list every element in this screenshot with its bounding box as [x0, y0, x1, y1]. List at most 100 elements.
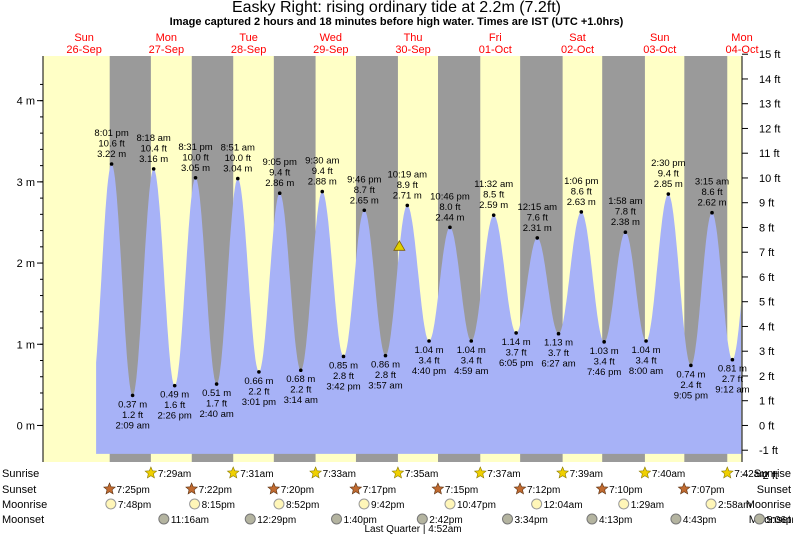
- right-axis-tick-label: 6 ft: [759, 272, 774, 284]
- high-tide-label: 2.85 m: [654, 179, 683, 190]
- sunset-time: 7:10pm: [609, 485, 642, 496]
- sunrise-time: 7:29am: [158, 469, 191, 480]
- sunset-icon: [513, 482, 527, 495]
- high-tide-label: 7.8 ft: [615, 207, 636, 218]
- left-axis-tick-label: 1 m: [17, 339, 35, 351]
- high-tide-label: 9.4 ft: [269, 168, 290, 179]
- right-axis-tick-label: 9 ft: [759, 198, 774, 210]
- high-tide-label: 2.38 m: [611, 217, 640, 228]
- sunset-icon: [267, 482, 281, 495]
- right-axis-tick-label: -1 ft: [759, 445, 778, 457]
- low-tide-label: 1.04 m: [415, 345, 444, 356]
- high-tide-label: 8.5 ft: [483, 190, 504, 201]
- moonrise-icon: [705, 498, 717, 510]
- sunrise-time: 7:40am: [652, 469, 685, 480]
- low-tide-label: 0.74 m: [676, 369, 705, 380]
- sunrise-time: 7:31am: [240, 469, 273, 480]
- low-tide-label: 0.66 m: [244, 376, 273, 387]
- moonset-icon: [158, 513, 170, 525]
- low-tide-label: 3:42 pm: [326, 381, 360, 392]
- high-tide-label: 9:30 am: [305, 156, 339, 167]
- moonset-time: 11:16am: [171, 515, 209, 526]
- low-tide-point: [214, 382, 219, 386]
- low-tide-label: 0.49 m: [160, 390, 189, 401]
- chart-subtitle: Image captured 2 hours and 18 minutes be…: [169, 16, 624, 28]
- day-date: 26-Sep: [66, 44, 101, 56]
- day-name: Fri: [489, 32, 502, 44]
- moonrise-time: 8:52pm: [286, 500, 319, 511]
- right-axis-tick-label: 4 ft: [759, 321, 774, 333]
- low-tide-point: [644, 339, 648, 343]
- moonrise-time: 8:15pm: [202, 500, 235, 511]
- day-name: Sun: [74, 32, 94, 44]
- low-tide-label: 3.7 ft: [506, 347, 527, 358]
- high-tide-label: 10.4 ft: [140, 143, 167, 154]
- row-label-right: Sunrise: [754, 468, 791, 480]
- low-tide-label: 4:40 pm: [412, 366, 446, 377]
- low-tide-label: 1.7 ft: [206, 399, 227, 410]
- right-axis-tick-label: 8 ft: [759, 222, 774, 234]
- left-axis-tick-label: 3 m: [17, 177, 35, 189]
- moonrise-icon: [531, 498, 543, 510]
- low-tide-label: 7:46 pm: [587, 367, 621, 378]
- moonset-time: 4:13pm: [599, 515, 632, 526]
- low-tide-point: [602, 340, 606, 344]
- right-axis-tick-label: 1 ft: [759, 396, 774, 408]
- low-tide-label: 1.14 m: [502, 337, 531, 348]
- low-tide-label: 2:26 pm: [158, 411, 192, 422]
- low-tide-label: 3.7 ft: [548, 348, 569, 359]
- moonrise-icon: [273, 498, 285, 510]
- right-axis-tick-label: 7 ft: [759, 247, 774, 259]
- moonrise-time: 10:47pm: [457, 500, 496, 511]
- low-tide-label: 2.7 ft: [722, 374, 743, 385]
- moonrise-icon: [618, 498, 630, 510]
- high-tide-point: [448, 225, 452, 230]
- low-tide-label: 1.04 m: [632, 345, 661, 356]
- sunset-time: 7:07pm: [691, 485, 724, 496]
- low-tide-label: 8:00 am: [629, 366, 663, 377]
- right-axis-tick-label: 3 ft: [759, 346, 774, 358]
- low-tide-point: [689, 363, 693, 368]
- high-tide-label: 8.6 ft: [701, 187, 722, 198]
- current-tide-marker: [393, 240, 406, 251]
- high-tide-point: [623, 230, 628, 235]
- day-name: Wed: [320, 32, 342, 44]
- high-tide-point: [151, 167, 156, 171]
- high-tide-label: 8.9 ft: [397, 180, 418, 191]
- right-axis-tick-label: -2 ft: [759, 470, 778, 482]
- sunrise-time: 7:42am: [734, 469, 767, 480]
- low-tide-label: 0.51 m: [202, 388, 231, 399]
- moonrise-time: 12:04am: [544, 500, 583, 511]
- low-tide-label: 3.4 ft: [418, 356, 439, 367]
- moonset-icon: [416, 513, 428, 525]
- day-name: Mon: [156, 32, 177, 44]
- moonrise-icon: [358, 498, 370, 510]
- high-tide-label: 2.62 m: [697, 198, 726, 209]
- high-tide-point: [579, 210, 584, 214]
- high-tide-point: [362, 208, 367, 213]
- right-axis-tick-label: 15 ft: [759, 49, 780, 61]
- high-tide-label: 10:46 pm: [430, 191, 470, 202]
- low-tide-label: 2:40 am: [199, 409, 233, 420]
- high-tide-point: [535, 236, 540, 240]
- low-tide-point: [257, 370, 261, 374]
- day-date: 04-Oct: [725, 44, 758, 56]
- right-axis-tick-label: 12 ft: [759, 123, 780, 135]
- right-axis-tick-label: 5 ft: [759, 297, 774, 309]
- low-tide-label: 3.4 ft: [594, 356, 615, 367]
- moonrise-icon: [444, 498, 456, 510]
- day-name: Sun: [650, 32, 670, 44]
- moonrise-time: 2:58am: [718, 500, 751, 511]
- day-name: Mon: [731, 32, 752, 44]
- low-tide-point: [130, 393, 135, 398]
- low-tide-point: [341, 354, 346, 359]
- right-axis-tick-label: 0 ft: [759, 420, 774, 432]
- sunset-icon: [595, 482, 609, 495]
- sunset-time: 7:17pm: [363, 485, 396, 496]
- high-tide-label: 8.6 ft: [571, 186, 592, 197]
- low-tide-label: 6:27 am: [541, 359, 575, 370]
- day-name: Tue: [239, 32, 258, 44]
- sunrise-time: 7:33am: [323, 469, 356, 480]
- high-tide-label: 3:15 am: [695, 177, 729, 188]
- sunset-time: 7:20pm: [281, 485, 314, 496]
